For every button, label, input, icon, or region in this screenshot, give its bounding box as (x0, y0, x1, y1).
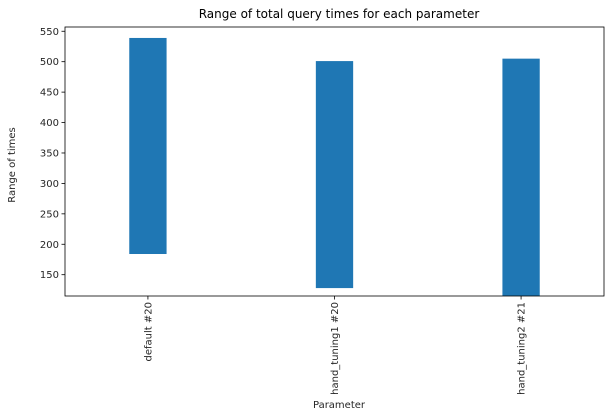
y-tick-label: 500 (40, 57, 59, 68)
bar-hand-tuning2-21 (502, 58, 540, 296)
bar-hand-tuning1-20 (315, 61, 354, 289)
y-tick-label: 550 (40, 27, 59, 38)
y-tick-label: 200 (40, 240, 59, 251)
chart-title: Range of total query times for each para… (199, 7, 480, 21)
y-tick-label: 300 (40, 179, 59, 190)
y-tick-label: 150 (40, 270, 59, 281)
y-axis-label: Range of times (7, 127, 18, 203)
y-tick-label: 400 (40, 118, 59, 129)
y-tick-label: 250 (40, 209, 59, 220)
plot-area: 150 200 250 300 350 400 450 500 550 default #20 ha… (40, 26, 605, 395)
bar-default-20 (129, 37, 167, 255)
x-tick-label: hand_tuning1 #20 (330, 302, 341, 395)
y-tick-label: 450 (40, 88, 59, 99)
x-tick-label: hand_tuning2 #21 (517, 302, 528, 395)
x-axis-label: Parameter (313, 400, 366, 411)
y-tick-label: 350 (40, 148, 59, 159)
x-tick-label: default #20 (143, 302, 154, 361)
